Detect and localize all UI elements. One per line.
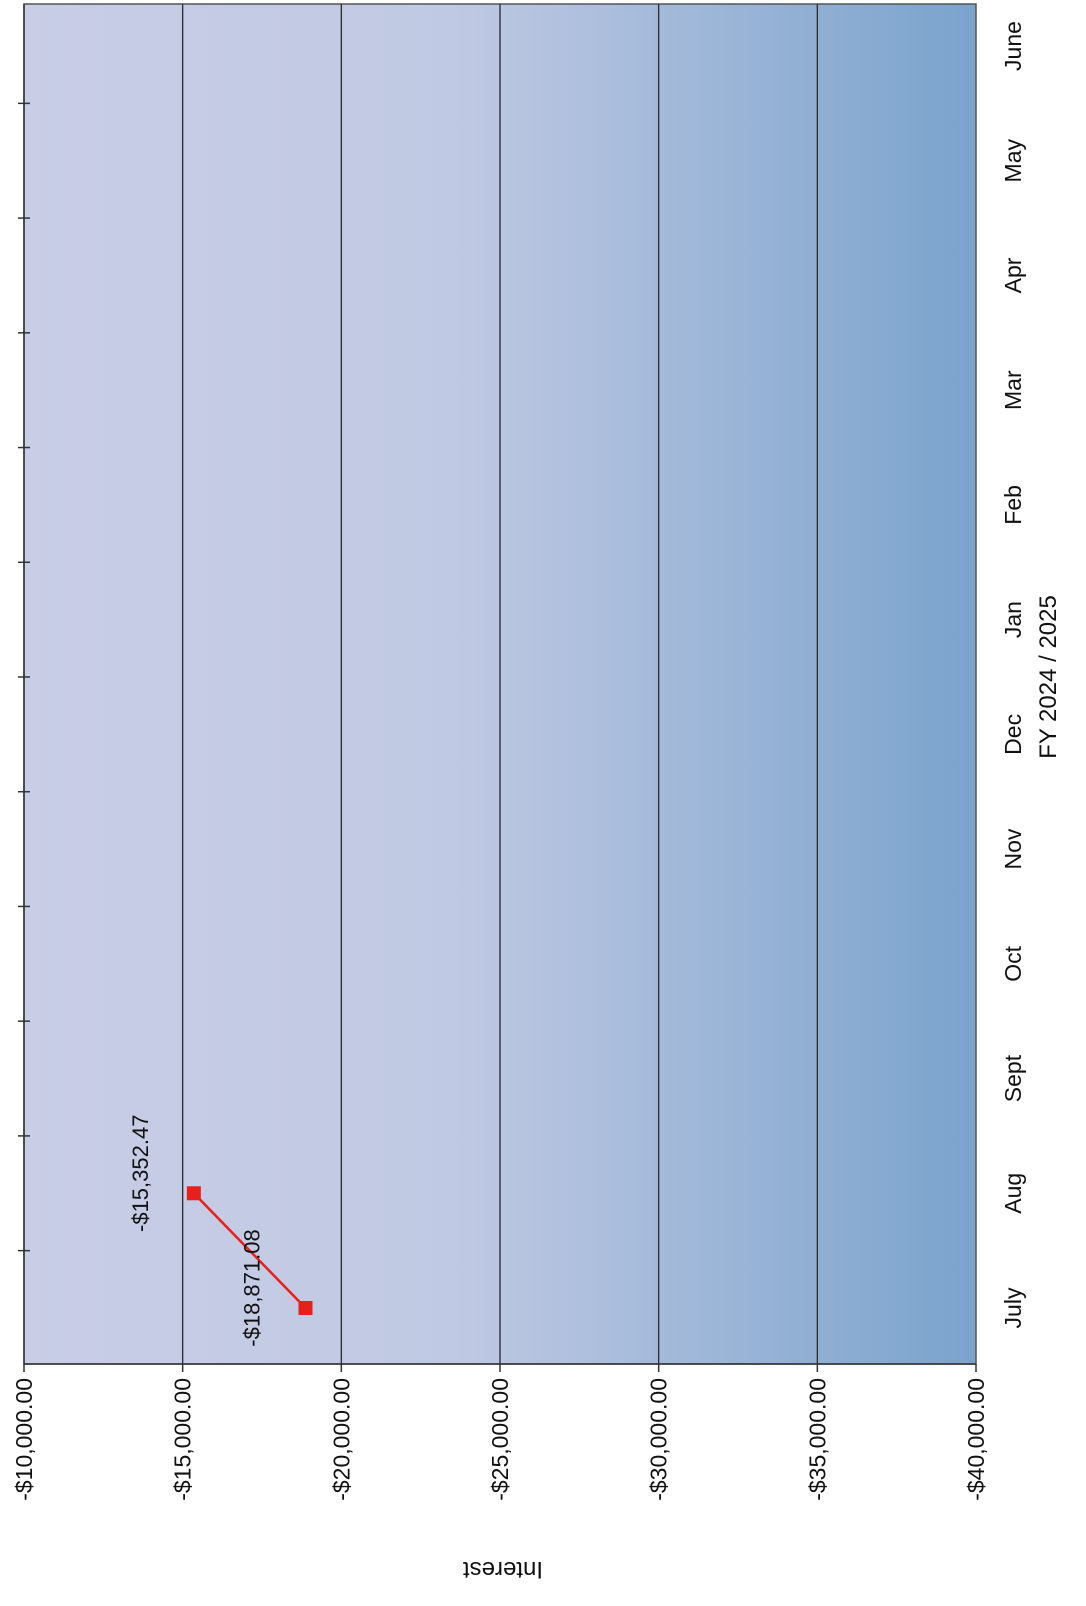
category-tick-label: Nov [1000, 828, 1026, 869]
category-tick-label: Apr [1000, 257, 1026, 293]
category-tick-label: June [1000, 21, 1026, 71]
category-tick-label: Jan [1000, 601, 1026, 638]
y-axis-title: Interest [463, 1556, 543, 1583]
series-line [192, 1192, 307, 1309]
data-labels: -$18,871.08 -$15,352.47 [128, 1115, 265, 1347]
gridlines [181, 4, 819, 1364]
category-tick-label: Aug [1000, 1173, 1026, 1214]
value-tick-label: -$10,000.00 [11, 1378, 37, 1501]
category-tick-label: Dec [1000, 714, 1026, 755]
data-point [186, 1186, 201, 1201]
value-tick-label: -$25,000.00 [487, 1378, 513, 1501]
value-tick-label: -$20,000.00 [328, 1378, 354, 1501]
category-tick-label: Feb [1000, 485, 1026, 525]
x-axis-title: FY 2024 / 2025 [1035, 595, 1062, 759]
category-tick-label: Oct [1000, 945, 1026, 981]
value-tick-label: -$35,000.00 [804, 1378, 830, 1501]
series [186, 1186, 313, 1315]
value-tick-label: -$15,000.00 [170, 1378, 196, 1501]
data-label: -$15,352.47 [128, 1115, 153, 1232]
category-tick-label: July [1000, 1287, 1026, 1328]
data-point [298, 1301, 313, 1315]
tick-labels: -$10,000.00 -$15,000.00 -$20,000.00 -$25,00… [11, 21, 1026, 1501]
category-tick-label: May [1000, 139, 1026, 183]
category-tick-label: Sept [1000, 1054, 1026, 1102]
value-tick-label: -$30,000.00 [646, 1378, 672, 1501]
value-tick-label: -$40,000.00 [963, 1378, 989, 1501]
data-label: -$18,871.08 [240, 1229, 265, 1346]
category-tick-label: Mar [1000, 370, 1026, 410]
